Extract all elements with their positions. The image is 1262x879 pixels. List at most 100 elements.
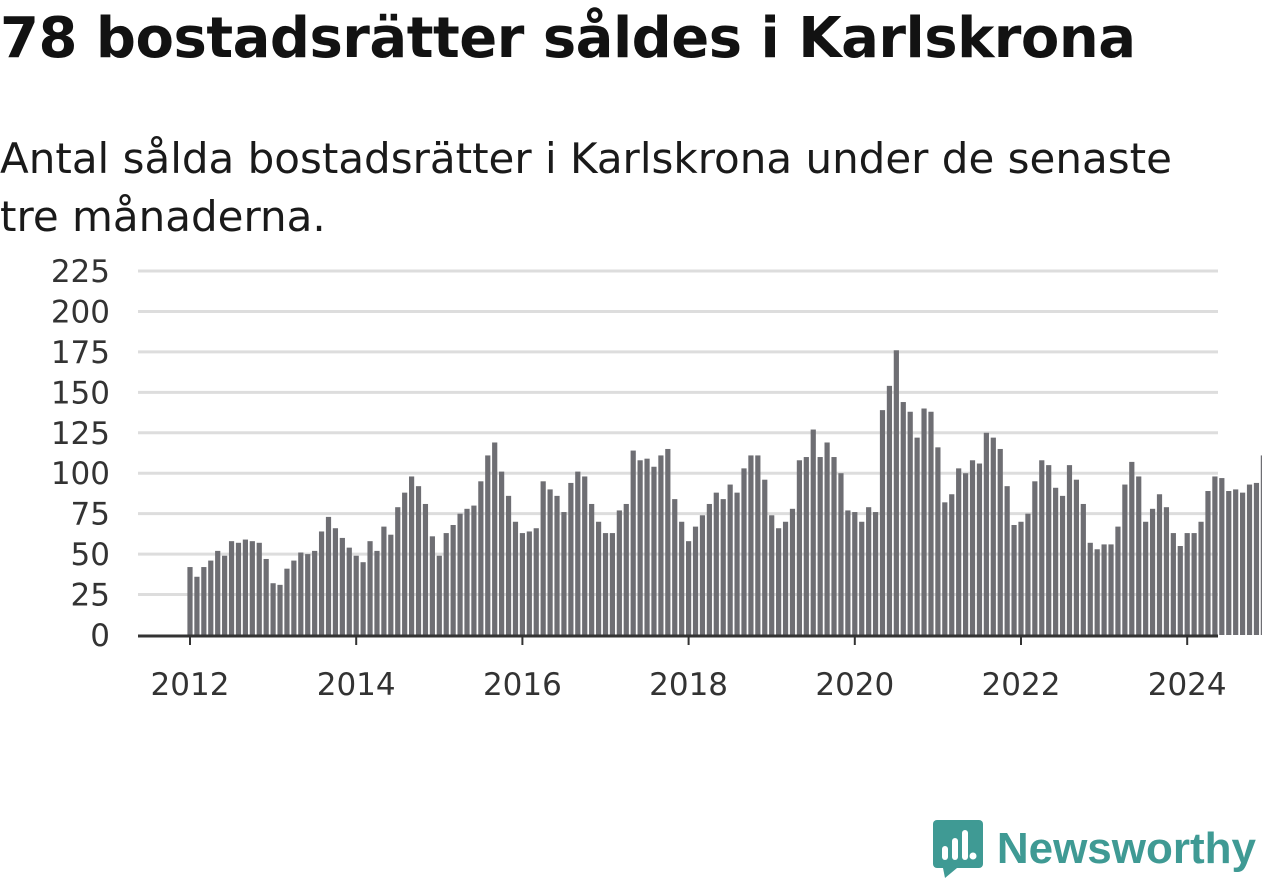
newsworthy-logo[interactable]: Newsworthy	[932, 820, 1256, 878]
bar	[616, 510, 622, 635]
bar	[1246, 484, 1253, 635]
bar	[976, 463, 983, 635]
bar	[575, 471, 581, 635]
bar	[859, 521, 865, 635]
bar	[810, 429, 816, 635]
bar	[547, 489, 553, 635]
bar	[499, 471, 505, 635]
bar	[1212, 476, 1218, 635]
bar	[928, 411, 934, 635]
bar	[699, 515, 706, 635]
bar	[893, 350, 899, 635]
bar	[1129, 461, 1135, 635]
bar	[402, 492, 408, 635]
bar	[1094, 549, 1100, 635]
bars	[187, 350, 1262, 635]
bar	[762, 479, 768, 635]
y-tick-label: 150	[51, 375, 110, 411]
bar	[582, 476, 588, 635]
bar	[734, 492, 740, 635]
bar	[194, 576, 200, 635]
bar	[776, 528, 782, 635]
bar	[679, 521, 685, 635]
bar	[187, 567, 193, 635]
bar	[339, 537, 345, 635]
y-tick-label: 200	[51, 294, 110, 330]
bar	[1080, 503, 1086, 635]
bar	[235, 542, 242, 635]
bar	[325, 516, 332, 635]
bar	[1053, 487, 1059, 635]
bar	[866, 507, 872, 635]
bar	[1198, 521, 1204, 635]
bar	[942, 502, 948, 635]
bar	[658, 455, 664, 635]
bar	[1073, 479, 1079, 635]
bar	[360, 562, 366, 635]
bar	[1191, 533, 1197, 635]
bar	[831, 457, 837, 635]
bar	[838, 473, 844, 635]
bar	[1115, 526, 1121, 635]
y-axis: 0 25 50 75 100 125 150 175 200 225	[51, 254, 110, 654]
bar	[409, 476, 415, 635]
bar	[886, 385, 893, 635]
bar	[485, 455, 491, 635]
bar	[388, 534, 394, 635]
bar	[540, 481, 546, 635]
bar	[1011, 524, 1017, 635]
bar	[422, 503, 429, 635]
y-tick-label: 225	[51, 254, 110, 290]
bar	[796, 460, 802, 635]
bar	[346, 547, 352, 635]
bar	[755, 455, 761, 635]
bar	[900, 402, 906, 635]
bar	[381, 526, 387, 635]
bar	[367, 541, 373, 635]
bar	[824, 442, 830, 635]
chart-title: 78 bostadsrätter såldes i Karlskrona	[0, 6, 1136, 71]
x-tick-label: 2024	[1148, 667, 1227, 703]
bar	[1177, 546, 1183, 635]
bar	[305, 554, 311, 635]
bar	[415, 486, 422, 635]
bar	[1163, 507, 1170, 635]
bar	[879, 410, 886, 635]
bar	[298, 552, 304, 635]
bar	[429, 536, 435, 635]
x-tick-label: 2022	[982, 667, 1061, 703]
bar	[215, 550, 221, 635]
y-tick-label: 125	[51, 416, 110, 452]
bar	[956, 468, 962, 635]
bar	[1039, 460, 1045, 635]
bar	[969, 460, 976, 635]
bar	[741, 468, 747, 635]
bar	[1059, 495, 1066, 635]
bar	[713, 492, 719, 635]
bar	[270, 583, 276, 635]
bar	[623, 503, 629, 635]
brand-name: Newsworthy	[996, 824, 1256, 873]
bar	[512, 521, 519, 635]
y-tick-label: 0	[90, 618, 110, 654]
x-tick-label: 2016	[483, 667, 562, 703]
bar	[769, 515, 775, 635]
bar	[1122, 484, 1128, 635]
chart-subtitle: Antal sålda bostadsrätter i Karlskrona u…	[0, 134, 1172, 241]
bar	[568, 482, 574, 635]
y-tick-label: 175	[51, 335, 110, 371]
x-tick-label: 2014	[317, 667, 396, 703]
bar	[471, 505, 477, 635]
bar	[519, 533, 525, 635]
bar	[1240, 492, 1246, 635]
bar	[720, 499, 726, 635]
bar	[963, 473, 969, 635]
bar	[949, 494, 955, 635]
bar	[374, 550, 380, 635]
bar	[228, 541, 235, 635]
bar	[505, 495, 512, 635]
bar	[602, 533, 609, 635]
bar	[686, 541, 692, 635]
bar	[457, 513, 463, 635]
bar	[249, 541, 255, 635]
